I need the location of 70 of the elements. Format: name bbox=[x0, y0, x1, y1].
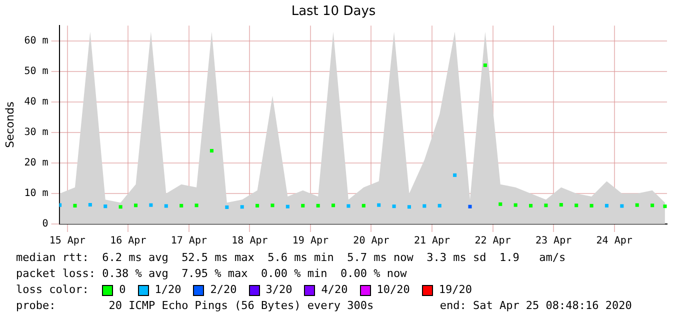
point bbox=[650, 204, 654, 208]
point bbox=[574, 204, 578, 208]
point bbox=[164, 204, 168, 208]
point bbox=[604, 204, 609, 208]
point bbox=[210, 148, 214, 153]
point bbox=[453, 173, 457, 177]
point bbox=[73, 204, 77, 208]
y-tick-label: 0 bbox=[42, 218, 48, 230]
legend-label: 4/20 bbox=[321, 282, 348, 298]
point bbox=[544, 204, 548, 208]
point bbox=[256, 204, 260, 208]
x-tick-label: 16 Apr bbox=[110, 236, 146, 247]
point bbox=[346, 204, 350, 208]
text: packet loss: 0.38 % avg 7.95 % max 0.00 % min 0.00 % now bbox=[16, 266, 408, 282]
x-tick-label: 24 Apr bbox=[596, 236, 632, 247]
x-tick-label: 19 Apr bbox=[292, 236, 329, 247]
point bbox=[88, 203, 92, 207]
legend-label: 3/20 bbox=[266, 282, 292, 298]
point bbox=[438, 204, 442, 208]
point bbox=[225, 205, 229, 209]
point bbox=[134, 204, 138, 208]
point bbox=[331, 204, 336, 208]
point bbox=[194, 204, 198, 208]
x-tick-label: 15 Apr bbox=[49, 236, 86, 247]
point bbox=[316, 204, 320, 208]
point bbox=[498, 202, 502, 206]
x-tick-label: 22 Apr bbox=[474, 236, 511, 247]
x-tick-label: 23 Apr bbox=[535, 236, 572, 247]
point bbox=[286, 204, 290, 208]
y-tick-label: 20 m bbox=[24, 158, 48, 169]
legend-label: 2/20 bbox=[210, 282, 237, 298]
y-tick-label: 50 m bbox=[24, 66, 48, 77]
x-tick-label: 21 Apr bbox=[414, 236, 450, 247]
point bbox=[529, 204, 533, 208]
x-tick-label: 17 Apr bbox=[170, 236, 207, 247]
point bbox=[590, 204, 594, 208]
x-tick-label: 20 Apr bbox=[353, 236, 390, 247]
legend-label: 19/20 bbox=[438, 282, 472, 298]
y-axis-title: Seconds bbox=[3, 101, 16, 148]
y-tick-label: 30 m bbox=[24, 127, 48, 138]
point bbox=[514, 203, 518, 207]
point bbox=[149, 203, 153, 207]
point bbox=[407, 205, 411, 209]
x-tick-label: 18 Apr bbox=[232, 236, 268, 247]
point bbox=[663, 204, 667, 208]
legend-label: 0 bbox=[119, 282, 126, 298]
text: median rtt: 6.2 ms avg 52.5 ms max 5.6 ms min 5.7 ms now 3.3 ms sd 1.9 am/s bbox=[16, 250, 567, 266]
point bbox=[104, 204, 108, 208]
point bbox=[559, 203, 563, 207]
point bbox=[377, 203, 381, 207]
point bbox=[270, 204, 274, 208]
point bbox=[392, 204, 396, 208]
text: probe: 20 ICMP Echo Pings (56 Bytes) every 300s end: Sat Apr 25 08:48:16 2020 bbox=[16, 298, 633, 314]
y-tick-label: 60 m bbox=[24, 35, 48, 46]
point bbox=[620, 204, 624, 208]
legend-title: loss color: bbox=[16, 282, 90, 298]
point bbox=[118, 205, 122, 209]
point bbox=[180, 204, 184, 208]
point bbox=[362, 204, 366, 208]
legend-label: 10/20 bbox=[376, 282, 410, 298]
point bbox=[301, 204, 305, 208]
point bbox=[468, 204, 472, 208]
y-tick-label: 40 m bbox=[24, 96, 48, 108]
point bbox=[483, 64, 487, 68]
point bbox=[635, 203, 639, 207]
point bbox=[422, 204, 426, 208]
chart-title: Last 10 Days bbox=[291, 4, 376, 20]
legend-label: 1/20 bbox=[154, 282, 182, 298]
point bbox=[240, 205, 244, 209]
y-tick-label: 10 m bbox=[24, 188, 48, 200]
